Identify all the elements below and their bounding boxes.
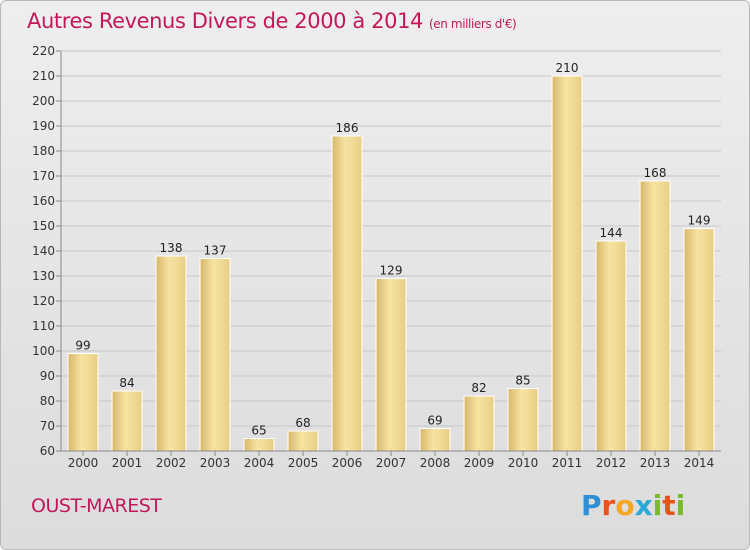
x-tick-label-2010: 2010 — [508, 456, 539, 470]
x-tick-label-2011: 2011 — [552, 456, 583, 470]
data-label-2007: 129 — [380, 264, 403, 278]
y-tick-label: 120 — [32, 294, 55, 308]
data-label-2001: 84 — [119, 376, 134, 390]
data-label-2011: 210 — [556, 61, 579, 75]
y-tick-label: 90 — [40, 369, 55, 383]
proxiti-logo: Proxiti — [581, 489, 685, 522]
data-label-2006: 186 — [336, 121, 359, 135]
bar-2001 — [111, 390, 143, 452]
chart-title: Autres Revenus Divers de 2000 à 2014 (en … — [27, 9, 517, 33]
bar-2004 — [243, 438, 275, 452]
bar-2008 — [419, 428, 451, 452]
bar-2009 — [463, 395, 495, 452]
y-tick-label: 210 — [32, 69, 55, 83]
y-tick-label: 190 — [32, 119, 55, 133]
y-tick-label: 160 — [32, 194, 55, 208]
bar-2000 — [67, 353, 99, 452]
data-label-2005: 68 — [295, 416, 310, 430]
axis-layer: 60 70 80 90 100 110 120 130 140 150 160 170 180 190 20… — [32, 44, 721, 470]
bar-2013 — [639, 180, 671, 452]
y-tick-label: 200 — [32, 94, 55, 108]
bar-2011 — [551, 75, 583, 452]
data-label-2014: 149 — [688, 214, 711, 228]
y-tick-label: 80 — [40, 394, 55, 408]
commune-name: OUST-MAREST — [31, 495, 162, 517]
bar-2006 — [331, 135, 363, 452]
data-label-2010: 85 — [515, 374, 530, 388]
x-tick-label-2002: 2002 — [156, 456, 187, 470]
x-tick-label-2006: 2006 — [332, 456, 363, 470]
x-tick-label-2009: 2009 — [464, 456, 495, 470]
x-tick-label-2013: 2013 — [640, 456, 671, 470]
x-tick-label-2012: 2012 — [596, 456, 627, 470]
logo-letter: r — [601, 489, 616, 522]
data-label-2000: 99 — [75, 339, 90, 353]
bar-2014 — [683, 228, 715, 452]
x-tick-label-2000: 2000 — [68, 456, 99, 470]
y-tick-label: 170 — [32, 169, 55, 183]
logo-letter: P — [581, 489, 602, 522]
chart-title-text: Autres Revenus Divers de 2000 à 2014 — [27, 9, 424, 33]
y-tick-label: 130 — [32, 269, 55, 283]
x-tick-label-2004: 2004 — [244, 456, 275, 470]
y-tick-label: 180 — [32, 144, 55, 158]
y-tick-label: 60 — [40, 444, 55, 458]
y-tick-label: 100 — [32, 344, 55, 358]
x-tick-label-2014: 2014 — [684, 456, 715, 470]
x-tick-label-2001: 2001 — [112, 456, 143, 470]
x-tick-label-2005: 2005 — [288, 456, 319, 470]
bar-2010 — [507, 388, 539, 452]
y-tick-label: 150 — [32, 219, 55, 233]
logo-letter: o — [615, 489, 635, 522]
logo-letter: i — [675, 489, 686, 522]
x-tick-label-2003: 2003 — [200, 456, 231, 470]
x-tick-label-2008: 2008 — [420, 456, 451, 470]
data-label-2004: 65 — [251, 424, 266, 438]
y-tick-label: 110 — [32, 319, 55, 333]
chart-unit-note: (en milliers d'€) — [429, 17, 517, 31]
y-tick-label: 70 — [40, 419, 55, 433]
logo-letter: t — [662, 489, 676, 522]
bar-2012 — [595, 240, 627, 452]
logo-letter: x — [634, 489, 653, 522]
bar-2005 — [287, 430, 319, 452]
bar-2003 — [199, 258, 231, 452]
bar-2007 — [375, 278, 407, 452]
bar-layer — [67, 75, 715, 452]
logo-letter: i — [652, 489, 663, 522]
data-label-2008: 69 — [427, 414, 442, 428]
bar-2002 — [155, 255, 187, 452]
y-tick-label: 140 — [32, 244, 55, 258]
data-label-2012: 144 — [600, 226, 623, 240]
x-tick-label-2007: 2007 — [376, 456, 407, 470]
data-label-2009: 82 — [471, 381, 486, 395]
data-label-2002: 138 — [160, 241, 183, 255]
y-tick-label: 220 — [32, 44, 55, 58]
data-label-2003: 137 — [204, 244, 227, 258]
data-label-2013: 168 — [644, 166, 667, 180]
